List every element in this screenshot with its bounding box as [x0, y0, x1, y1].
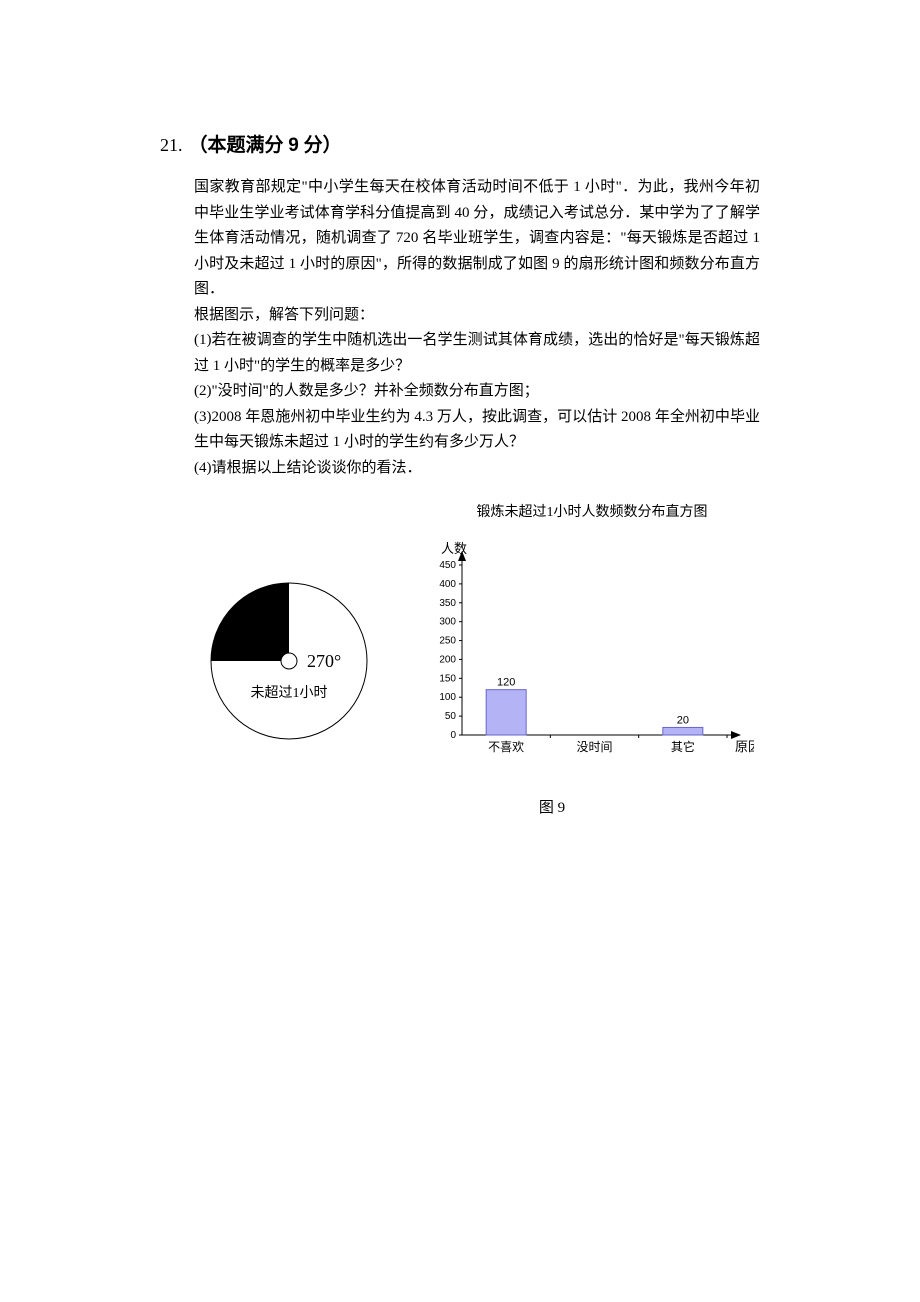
- pie-chart: 270° 未超过1小时: [194, 561, 394, 761]
- svg-text:150: 150: [439, 673, 456, 684]
- bar-chart: 人数原因 0 50 100 150 200 250 300 350 400 450 120 不喜欢 没时间…: [414, 535, 754, 775]
- svg-text:120: 120: [497, 676, 515, 688]
- svg-text:20: 20: [677, 714, 689, 726]
- svg-text:不喜欢: 不喜欢: [488, 739, 524, 754]
- svg-text:250: 250: [439, 635, 456, 646]
- question-content: 国家教育部规定"中小学生每天在校体育活动时间不低于 1 小时"．为此，我州今年初…: [160, 175, 760, 822]
- svg-text:270°: 270°: [307, 651, 341, 671]
- paragraph-intro: 国家教育部规定"中小学生每天在校体育活动时间不低于 1 小时"．为此，我州今年初…: [194, 175, 760, 303]
- subquestion-3: (3)2008 年恩施州初中毕业生约为 4.3 万人，按此调查，可以估计 200…: [194, 405, 760, 456]
- question-title: （本题满分 9 分）: [189, 130, 342, 157]
- subquestion-1: (1)若在被调查的学生中随机选出一名学生测试其体育成绩，选出的恰好是"每天锻炼超…: [194, 328, 760, 379]
- bar-chart-container: 锻炼未超过1小时人数频数分布直方图 人数原因 0 50 100 150 200 250 300…: [414, 501, 760, 784]
- svg-text:未超过1小时: 未超过1小时: [251, 685, 328, 701]
- charts-area: 270° 未超过1小时 锻炼未超过1小时人数频数分布直方图 人数原因 0 50 100 1…: [194, 501, 760, 784]
- figure-label: 图 9: [344, 796, 760, 822]
- svg-text:100: 100: [439, 692, 456, 703]
- svg-text:其它: 其它: [671, 739, 695, 754]
- svg-text:200: 200: [439, 654, 456, 665]
- pie-chart-container: 270° 未超过1小时: [194, 501, 394, 771]
- svg-text:50: 50: [445, 711, 457, 722]
- svg-text:原因: 原因: [735, 739, 754, 754]
- subquestion-2: (2)"没时间"的人数是多少？并补全频数分布直方图；: [194, 379, 760, 405]
- svg-text:400: 400: [439, 579, 456, 590]
- svg-text:350: 350: [439, 598, 456, 609]
- svg-text:没时间: 没时间: [576, 739, 612, 754]
- svg-text:0: 0: [450, 730, 456, 741]
- paragraph-instruction: 根据图示，解答下列问题：: [194, 303, 760, 329]
- svg-text:300: 300: [439, 616, 456, 627]
- question-header: 21. （本题满分 9 分）: [160, 130, 760, 157]
- bar-chart-title: 锻炼未超过1小时人数频数分布直方图: [424, 501, 760, 525]
- question-number: 21.: [160, 135, 183, 156]
- svg-text:人数: 人数: [441, 541, 467, 556]
- subquestion-4: (4)请根据以上结论谈谈你的看法．: [194, 456, 760, 482]
- svg-text:450: 450: [439, 560, 456, 571]
